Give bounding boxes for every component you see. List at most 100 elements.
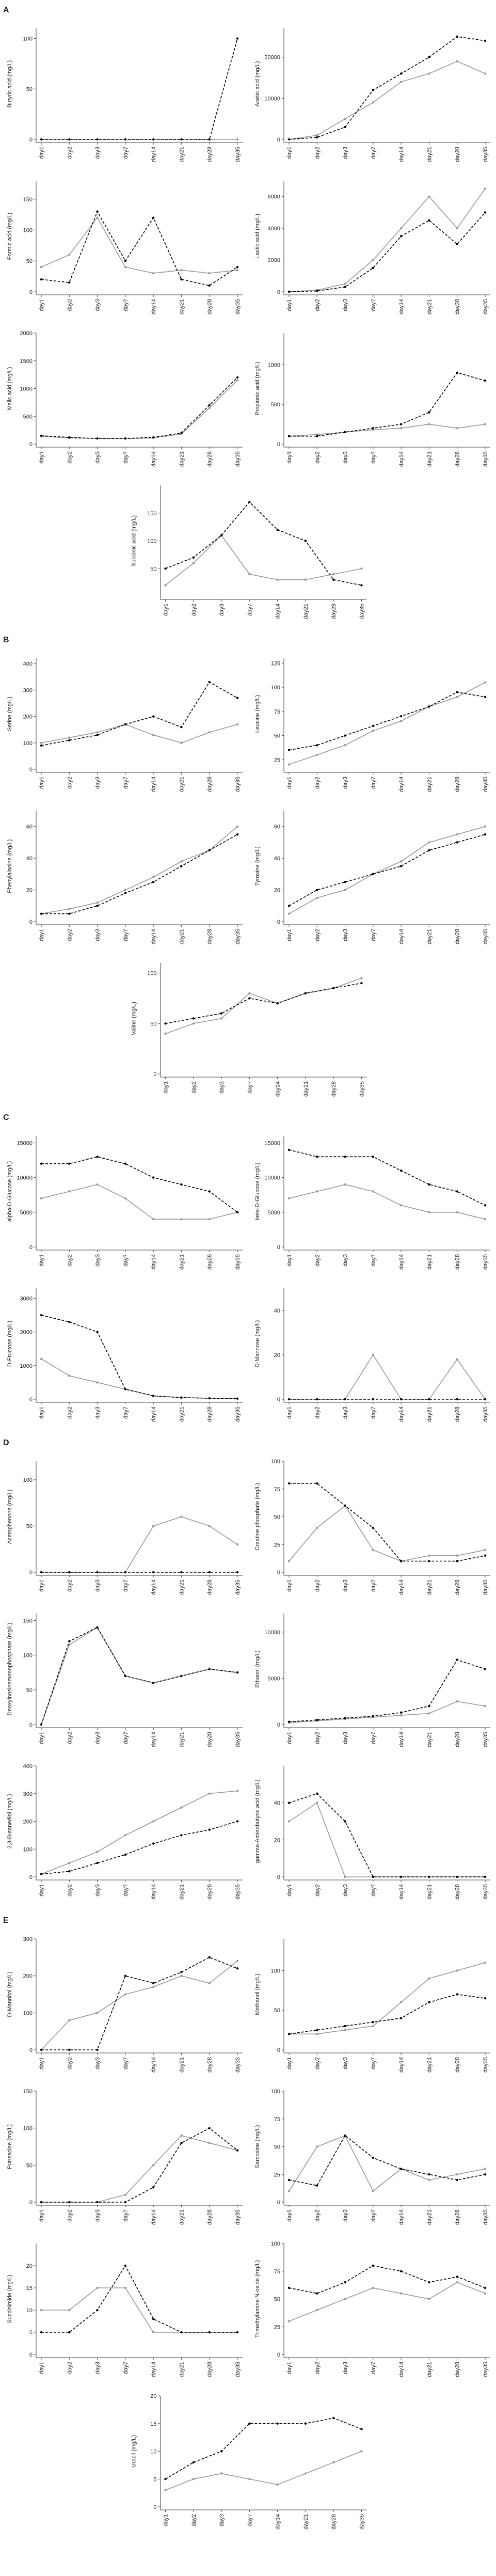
data-point — [287, 2190, 291, 2192]
x-tick-label: day35 — [235, 1732, 241, 1747]
data-point — [484, 1961, 487, 1964]
data-point — [287, 138, 291, 141]
y-tick-label: 0 — [29, 1874, 33, 1880]
data-point — [456, 427, 458, 430]
data-point — [152, 436, 155, 439]
data-point — [180, 268, 183, 272]
series-line — [289, 1184, 486, 1220]
data-point — [456, 1211, 458, 1214]
x-tick-label: day28 — [331, 1081, 337, 1097]
y-tick-label: 0 — [29, 1570, 33, 1576]
x-tick-label: day7 — [123, 451, 129, 464]
x-tick-label: day3 — [95, 2057, 101, 2069]
data-point — [124, 1162, 127, 1165]
data-point — [40, 2048, 43, 2051]
x-tick-label: day28 — [455, 2057, 461, 2073]
y-tick-label: 0 — [277, 441, 280, 448]
x-tick-label: day28 — [207, 929, 213, 944]
x-tick-label: day2 — [67, 1254, 73, 1267]
y-tick-label: 20 — [150, 2393, 156, 2399]
data-point — [124, 2264, 127, 2267]
x-tick-label: day3 — [343, 929, 349, 941]
x-tick-label: day7 — [123, 299, 129, 311]
data-point — [68, 736, 71, 739]
y-axis-label: gamma-Aminobutyric acid (mg/L) — [254, 1780, 261, 1863]
y-tick-label: 300 — [23, 1936, 33, 1942]
y-tick-label: 60 — [26, 824, 33, 830]
y-tick-label: 0 — [277, 1570, 280, 1576]
data-point — [208, 284, 211, 287]
data-point — [428, 1211, 430, 1214]
y-tick-label: 40 — [274, 856, 280, 862]
x-tick-label: day21 — [426, 299, 433, 314]
data-point — [372, 2025, 375, 2028]
x-tick-label: day7 — [123, 147, 129, 159]
data-point — [344, 282, 346, 285]
data-point — [68, 2201, 71, 2204]
x-tick-label: day1 — [39, 1254, 45, 1267]
data-point — [484, 1398, 487, 1401]
data-point — [124, 892, 127, 894]
x-tick-label: day21 — [179, 2209, 185, 2225]
chart: 0 50 100 day1 day2 day3 day7 day14 day21 day28 day… — [131, 963, 367, 1097]
data-point — [124, 1571, 127, 1574]
x-tick-label: day14 — [398, 1254, 405, 1270]
data-point — [399, 720, 403, 722]
data-point — [208, 1190, 211, 1193]
y-axis-label: Creatine phosphate (mg/L) — [254, 1483, 261, 1551]
y-tick-label: 6000 — [268, 194, 280, 200]
data-point — [287, 1482, 291, 1485]
x-tick-label: day35 — [235, 1884, 241, 1900]
series-line — [41, 1626, 238, 1725]
x-tick-label: day1 — [286, 299, 293, 311]
x-tick-label: day28 — [207, 1884, 213, 1900]
data-point — [276, 2483, 279, 2486]
y-tick-label: 50 — [26, 86, 33, 92]
data-point — [180, 2134, 183, 2137]
data-point — [287, 912, 291, 915]
x-tick-label: day7 — [123, 929, 129, 941]
data-point — [456, 691, 458, 693]
x-tick-label: day14 — [398, 929, 405, 944]
data-point — [40, 1571, 43, 1574]
x-tick-label: day1 — [163, 2514, 169, 2526]
data-point — [287, 1398, 291, 1401]
y-tick-label: 0 — [153, 2504, 156, 2510]
data-point — [124, 260, 127, 262]
y-tick-label: 2000 — [20, 330, 33, 337]
data-point — [332, 987, 335, 990]
y-tick-label: 100 — [23, 1846, 33, 1853]
data-point — [152, 1842, 155, 1845]
data-point — [152, 1682, 155, 1684]
x-tick-label: day2 — [314, 1732, 321, 1744]
y-axis-label: Methanol (mg/L) — [254, 1973, 261, 2015]
data-point — [164, 2489, 167, 2491]
x-tick-label: day1 — [163, 1081, 169, 1094]
data-point — [316, 1398, 318, 1401]
data-point — [484, 379, 487, 382]
x-tick-label: day35 — [235, 451, 241, 467]
data-point — [208, 2127, 211, 2129]
x-tick-label: day7 — [123, 1254, 129, 1267]
data-point — [428, 705, 430, 708]
x-tick-label: day14 — [398, 1579, 405, 1595]
data-point — [248, 2422, 251, 2425]
y-tick-label: 40 — [274, 1308, 280, 1314]
data-point — [316, 2029, 318, 2031]
data-point — [428, 1977, 430, 1980]
data-point — [40, 434, 43, 437]
series-line — [41, 724, 238, 744]
x-tick-label: day28 — [455, 1579, 461, 1595]
data-point — [124, 1197, 127, 1200]
data-point — [68, 2048, 71, 2051]
data-point — [456, 35, 458, 38]
data-point — [152, 1395, 155, 1397]
y-tick-label: 150 — [147, 511, 156, 517]
y-tick-label: 100 — [23, 36, 33, 42]
data-point — [287, 1197, 291, 1200]
x-tick-label: day7 — [123, 2362, 129, 2374]
x-tick-label: day28 — [207, 1579, 213, 1595]
data-point — [287, 290, 291, 293]
data-point — [344, 431, 346, 434]
data-point — [96, 216, 99, 219]
